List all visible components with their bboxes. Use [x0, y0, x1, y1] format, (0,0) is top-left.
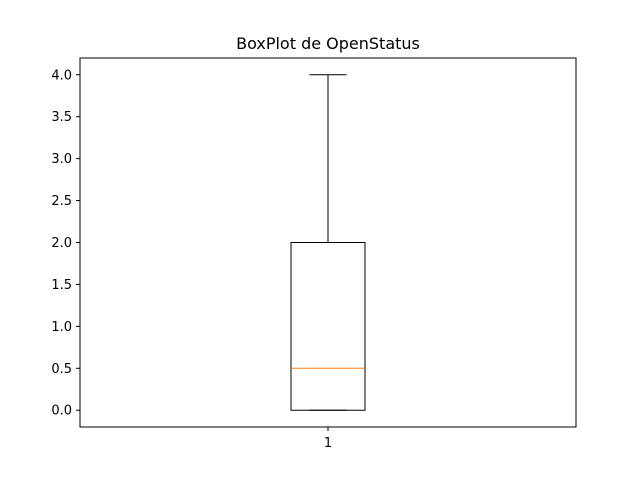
- axes-frame: [79, 57, 577, 428]
- y-tick-label: 4.0: [51, 68, 72, 83]
- y-tick-label: 1.5: [51, 278, 72, 293]
- y-tick-label: 2.0: [51, 236, 72, 251]
- y-tick-label: 3.0: [51, 152, 72, 167]
- y-tick-label: 0.5: [51, 362, 72, 377]
- y-tick-label: 2.5: [51, 194, 72, 209]
- iqr-box: [290, 242, 366, 411]
- plot-area: 0.0 0.5 1.0 1.5 2.0 2.5 3.0 3.5 4.0 1: [51, 68, 366, 451]
- x-tick-label: 1: [324, 436, 332, 451]
- y-tick-label: 3.5: [51, 110, 72, 125]
- y-tick-label: 0.0: [51, 404, 72, 419]
- y-tick-label: 1.0: [51, 320, 72, 335]
- chart-title: BoxPlot de OpenStatus: [236, 34, 420, 53]
